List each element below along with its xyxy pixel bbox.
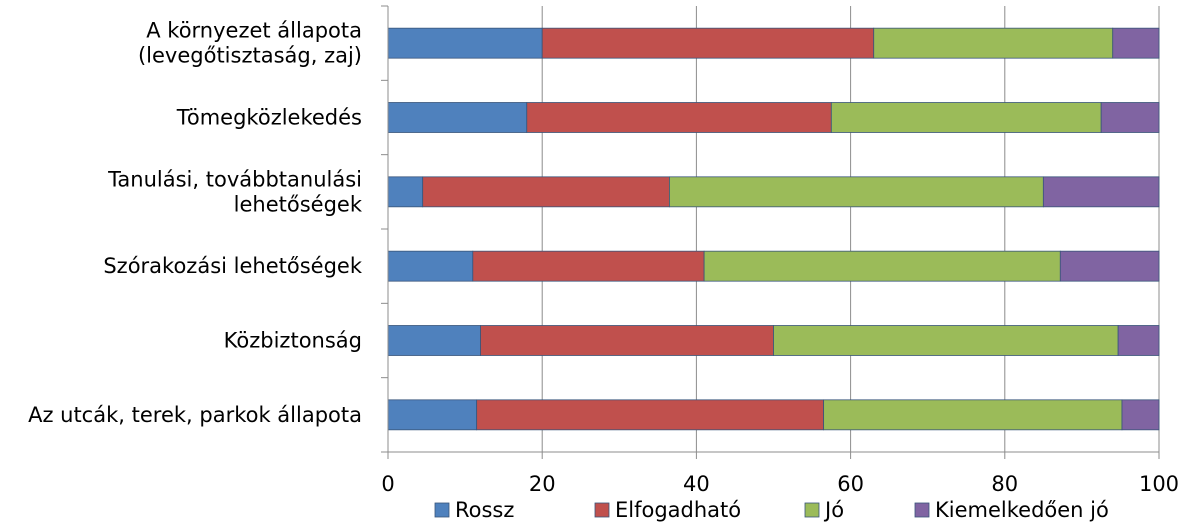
legend: Rossz Elfogadható Jó Kiemelkedően jó	[434, 498, 1109, 522]
legend-label: Jó	[823, 498, 844, 522]
bar-segment	[480, 325, 774, 356]
bar-segment	[1059, 250, 1160, 282]
bar-segment	[1112, 27, 1160, 59]
axis-layer	[381, 5, 1160, 459]
x-tick-label: 20	[529, 472, 556, 496]
category-label: (levegőtisztaság, zaj)	[138, 44, 362, 68]
x-tick-label: 100	[1139, 472, 1179, 496]
x-tick-label: 60	[837, 472, 864, 496]
bar-segment	[1042, 176, 1160, 208]
bar-segment	[703, 250, 1061, 282]
bar-segment	[422, 176, 670, 208]
category-label: Közbiztonság	[224, 329, 362, 353]
legend-item: Kiemelkedően jó	[914, 498, 1109, 522]
bar-segment	[830, 102, 1102, 133]
bar-segment	[476, 399, 825, 431]
category-label: lehetőségek	[234, 192, 363, 216]
legend-item: Rossz	[434, 498, 514, 522]
bar-segment	[873, 27, 1114, 59]
category-label: A környezet állapota	[146, 19, 362, 43]
bar-segment	[1121, 399, 1160, 431]
legend-swatch	[594, 502, 610, 518]
bar-segment	[472, 250, 705, 282]
bar-segment	[823, 399, 1123, 431]
bar-segment	[526, 102, 832, 133]
bar-segment	[387, 250, 474, 282]
bars-layer	[387, 27, 1160, 431]
bar-segment	[1117, 325, 1160, 356]
bar-segment	[669, 176, 1044, 208]
bar-segment	[541, 27, 875, 59]
legend-item: Jó	[804, 498, 844, 522]
bar-segment	[773, 325, 1119, 356]
category-label: Szórakozási lehetőségek	[103, 254, 362, 278]
bar-segment	[387, 102, 528, 133]
legend-item: Elfogadható	[594, 498, 741, 522]
x-tick-label: 0	[381, 472, 394, 496]
x-tick-label: 80	[991, 472, 1018, 496]
grid-layer	[541, 6, 1160, 452]
category-label: Tanulási, továbbtanulási	[107, 167, 362, 191]
bar-segment	[387, 325, 481, 356]
legend-swatch	[804, 502, 820, 518]
category-label: Tömegközlekedés	[176, 106, 362, 130]
category-label: Az utcák, terek, parkok állapota	[28, 403, 362, 427]
legend-label: Elfogadható	[615, 498, 741, 522]
category-labels: A környezet állapota(levegőtisztaság, za…	[28, 19, 363, 427]
x-tick-labels: 0 20 40 60 80 100	[381, 472, 1179, 496]
bar-segment	[1100, 102, 1160, 133]
bar-segment	[387, 27, 543, 59]
x-tick-label: 40	[683, 472, 710, 496]
legend-label: Rossz	[455, 498, 514, 522]
legend-label: Kiemelkedően jó	[935, 498, 1109, 522]
bar-segment	[387, 399, 478, 431]
bar-segment	[387, 176, 424, 208]
legend-swatch	[914, 502, 930, 518]
legend-swatch	[434, 502, 450, 518]
